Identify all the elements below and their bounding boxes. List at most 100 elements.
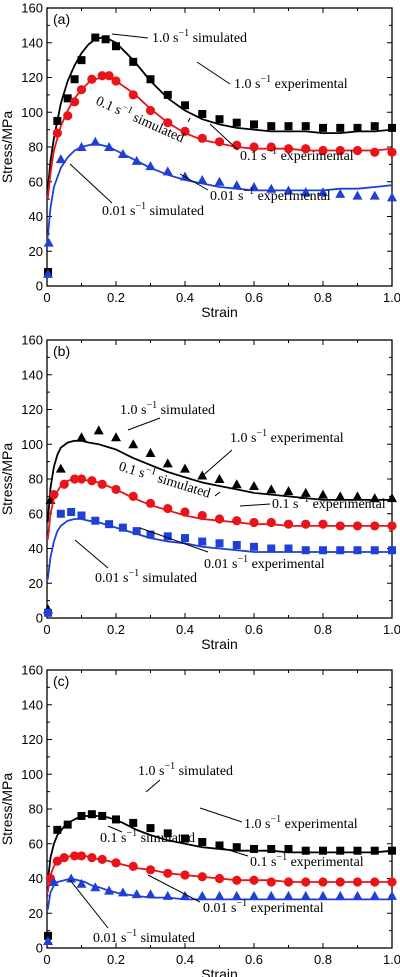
data-point-triangle (266, 484, 277, 494)
annotation-label: 0.1 s−1 experimental (240, 146, 354, 164)
data-point-square (87, 810, 96, 819)
y-tick-label: 0 (36, 279, 43, 294)
annotation-label: 1.0 s−1 experimental (244, 814, 358, 832)
data-point-triangle (145, 161, 156, 171)
data-point-square (70, 75, 79, 84)
data-point-square (267, 122, 276, 131)
data-point-triangle (128, 439, 139, 449)
x-tick-label: 0.8 (314, 290, 332, 305)
data-point-triangle (283, 486, 294, 496)
data-point-square (353, 546, 362, 555)
data-point-square (67, 508, 76, 517)
data-point-square (319, 846, 327, 855)
data-point-circle (49, 490, 59, 500)
data-point-triangle (249, 480, 259, 490)
y-tick-label: 160 (21, 333, 43, 348)
data-point-triangle (369, 493, 380, 503)
annotation-leader-line (69, 879, 109, 929)
data-point-circle (301, 519, 311, 529)
simulated-curve (46, 142, 393, 238)
data-point-triangle (300, 487, 311, 497)
data-point-circle (180, 507, 190, 517)
data-point-circle (232, 516, 242, 526)
data-point-circle (128, 861, 138, 871)
data-point-square (44, 608, 53, 617)
panel-label: (c) (53, 673, 69, 689)
data-point-circle (111, 858, 121, 868)
data-point-square (163, 532, 172, 541)
data-point-circle (59, 479, 69, 489)
data-point-circle (59, 853, 69, 863)
y-tick-label: 60 (29, 174, 43, 189)
panel-label: (a) (53, 11, 70, 27)
x-axis-label: Strain (201, 966, 238, 977)
data-point-circle (52, 856, 62, 866)
data-point-circle (76, 474, 87, 484)
data-point-triangle (76, 142, 87, 151)
series-0.01-simulated (46, 518, 392, 580)
data-point-square (301, 122, 310, 131)
data-point-circle (318, 519, 328, 529)
y-tick-label: 60 (29, 506, 43, 521)
annotation-label: 0.1 s−1 simulated (100, 828, 195, 846)
data-point-square (232, 843, 241, 852)
y-tick-label: 80 (29, 802, 43, 817)
data-point-circle (266, 877, 276, 887)
x-tick-label: 0 (43, 622, 50, 637)
data-point-square (91, 516, 100, 525)
panel-0: 0 20 40 60 80 100 120 140 160 0 0.2 0.4 0.6 0.8 1.0 Str… (0, 1, 400, 321)
data-point-square (284, 844, 293, 853)
data-point-circle (76, 851, 87, 861)
annotation-leader-line (209, 123, 239, 151)
annotation-label: 1.0 s−1 simulated (120, 400, 215, 418)
data-point-circle (318, 877, 328, 887)
data-point-square (232, 118, 241, 127)
data-point-circle (87, 853, 97, 863)
data-point-circle (163, 868, 173, 878)
y-tick-label: 160 (21, 663, 43, 678)
data-point-square (215, 539, 224, 548)
data-point-circle (76, 85, 87, 95)
data-point-square (129, 57, 138, 66)
data-point-circle (232, 875, 242, 885)
data-point-square (77, 56, 86, 65)
annotation-label: 1.0 s−1 simulated (138, 761, 233, 779)
data-point-circle (97, 479, 107, 489)
data-point-circle (387, 521, 397, 531)
y-tick-label: 60 (29, 836, 43, 851)
annotation-leader-line (74, 539, 109, 569)
data-point-square (353, 123, 362, 132)
data-point-square (336, 846, 345, 855)
data-point-square (370, 122, 379, 131)
data-point-triangle (43, 936, 54, 946)
annotation-leader-line (111, 33, 149, 39)
data-point-triangle (214, 176, 225, 186)
y-tick-label: 100 (21, 437, 43, 452)
data-point-square (353, 846, 362, 855)
y-tick-label: 20 (29, 906, 43, 921)
data-point-circle (214, 137, 225, 147)
data-point-square (215, 115, 224, 124)
data-point-square (267, 544, 276, 553)
data-point-triangle (162, 166, 173, 176)
data-point-square (319, 123, 327, 132)
data-point-square (112, 815, 120, 824)
data-point-square (101, 35, 110, 44)
data-point-triangle (231, 479, 242, 489)
data-point-square (370, 546, 379, 555)
data-point-triangle (131, 155, 142, 165)
data-point-circle (87, 476, 97, 486)
annotation-label: 0.01 s−1 experimental (210, 186, 331, 204)
data-point-circle (87, 74, 97, 84)
annotation-leader-line (69, 163, 113, 204)
data-point-square (232, 541, 241, 550)
data-point-triangle (197, 175, 208, 185)
annotation-leader-line (179, 173, 209, 191)
data-point-triangle (76, 878, 87, 888)
data-point-circle (197, 872, 207, 882)
data-point-circle (70, 851, 80, 861)
data-point-circle (145, 105, 156, 116)
data-point-circle (128, 90, 138, 100)
data-point-triangle (162, 890, 173, 900)
series-0.01-experimental (44, 508, 396, 617)
